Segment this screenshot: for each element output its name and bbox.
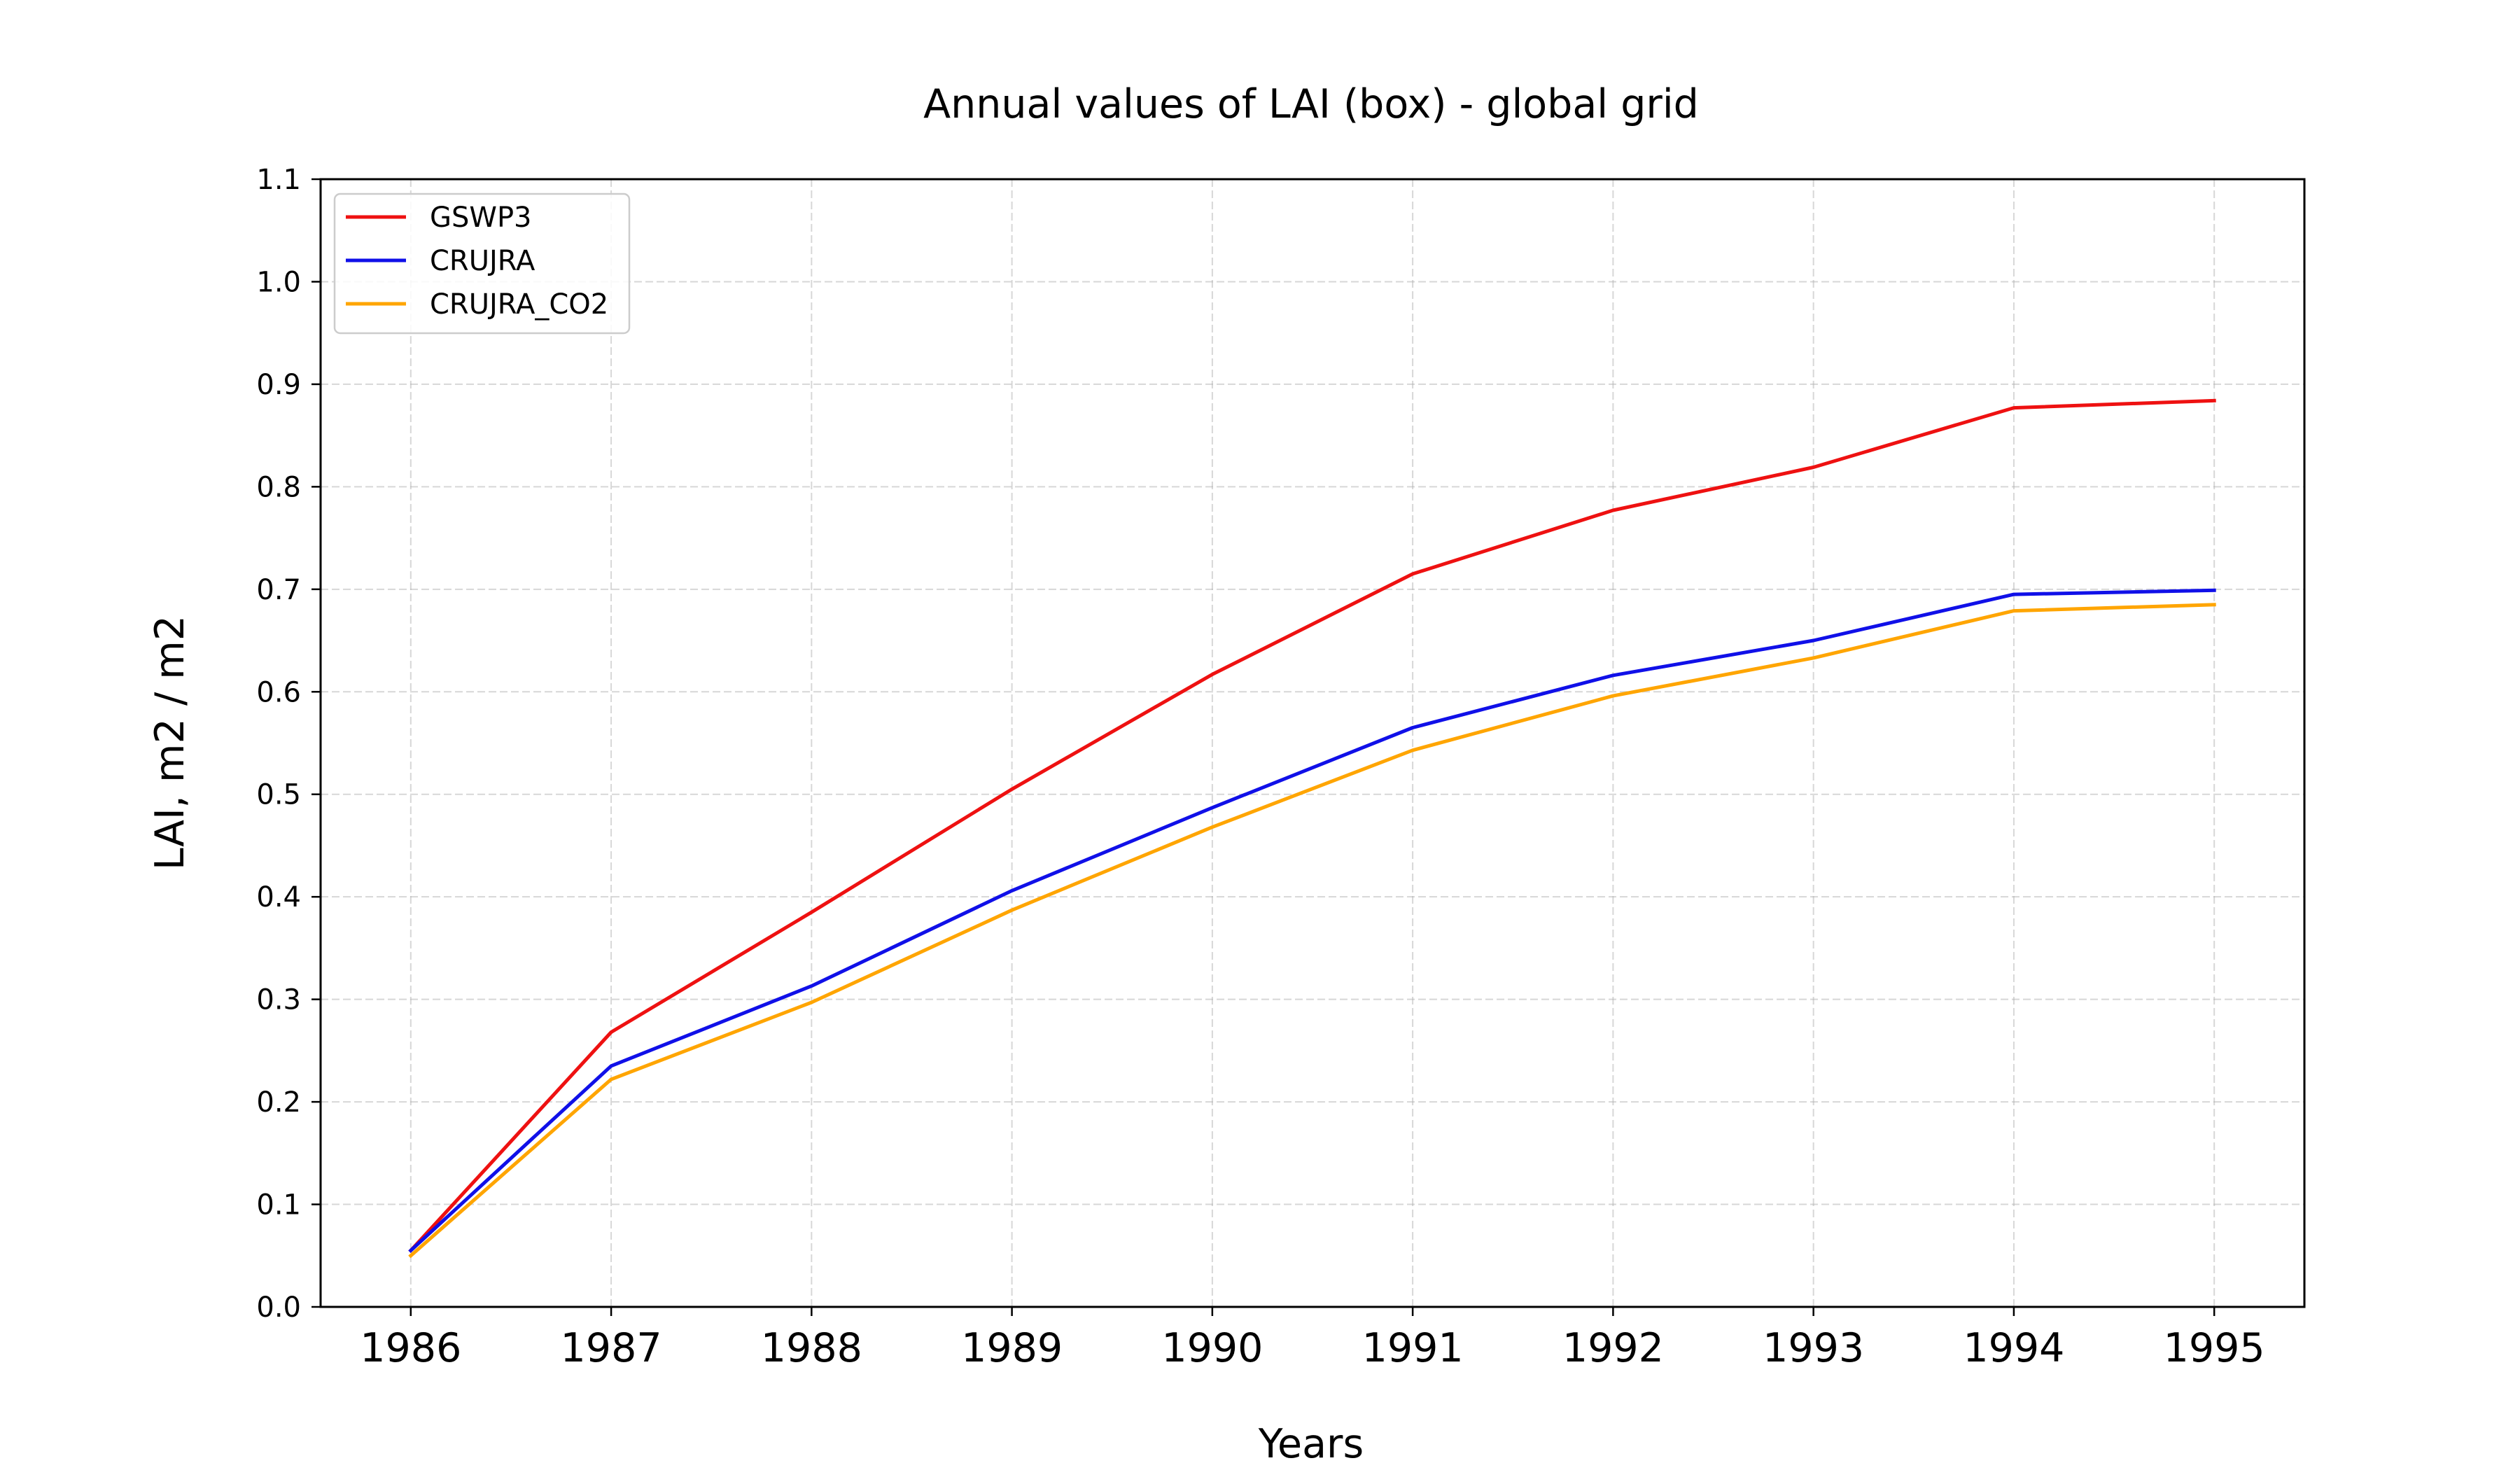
plot-frame (319, 178, 2306, 1308)
y-tick-label: 1.0 (256, 266, 301, 298)
y-tick-label: 0.7 (256, 574, 301, 606)
x-axis-ticks: 1986 1987 1988 1989 1990 1991 1992 1993 1994 1995 (360, 1307, 2265, 1371)
x-tick-label: 1991 (1362, 1325, 1464, 1371)
x-tick-label: 1993 (1763, 1325, 1864, 1371)
y-tick-label: 0.1 (256, 1189, 301, 1222)
series-line-gswp3 (408, 398, 2216, 1254)
x-axis-label: Years (1258, 1421, 1364, 1467)
x-tick-label: 1994 (1963, 1325, 2064, 1371)
series-lines (408, 398, 2216, 1259)
x-tick-label: 1988 (761, 1325, 862, 1371)
y-axis-ticks: 0.0 0.1 0.2 0.3 0.4 0.5 0.6 0.7 0.8 0.9 1.0 1.1 (256, 164, 321, 1324)
chart-title: Annual values of LAI (box) - global grid (923, 81, 1699, 127)
series-line-crujra (408, 588, 2216, 1254)
legend-label: GSWP3 (430, 202, 532, 234)
y-tick-label: 1.1 (256, 164, 301, 196)
y-tick-label: 0.9 (256, 369, 301, 401)
y-tick-label: 0.8 (256, 471, 301, 503)
legend: GSWP3 CRUJRA CRUJRA_CO2 (333, 192, 631, 335)
y-tick-label: 0.3 (256, 984, 301, 1016)
series-line-crujra-co2 (408, 603, 2216, 1259)
legend-label: CRUJRA_CO2 (430, 288, 608, 321)
y-tick-label: 0.4 (256, 881, 301, 913)
x-tick-label: 1989 (961, 1325, 1063, 1371)
x-tick-label: 1986 (360, 1325, 461, 1371)
legend-label: CRUJRA (430, 245, 536, 277)
x-tick-label: 1987 (561, 1325, 662, 1371)
y-tick-label: 0.5 (256, 779, 301, 811)
x-tick-label: 1990 (1161, 1325, 1263, 1371)
grid (321, 178, 2304, 1308)
legend-box (333, 192, 631, 335)
y-tick-label: 0.2 (256, 1086, 301, 1119)
y-tick-label: 0.6 (256, 676, 301, 708)
y-axis-label: LAI, m2 / m2 (147, 615, 193, 870)
x-tick-label: 1995 (2164, 1325, 2265, 1371)
y-tick-label: 0.0 (256, 1292, 301, 1324)
x-tick-label: 1992 (1562, 1325, 1664, 1371)
